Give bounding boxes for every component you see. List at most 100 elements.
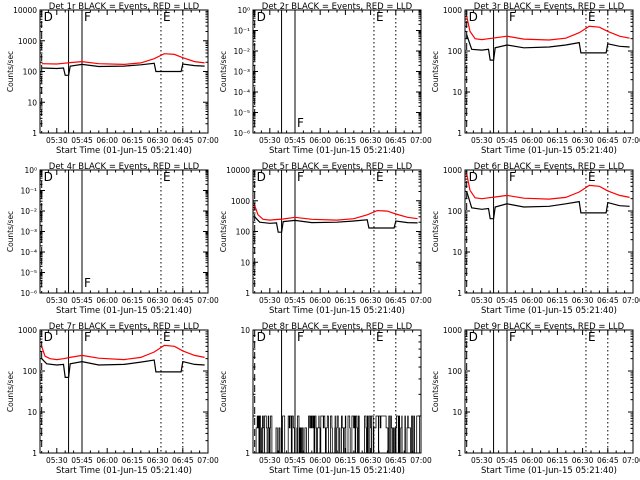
y-axis-label: Counts/sec [219,211,228,252]
x-axis-label: Start Time (01-Jun-15 05:21:40) [56,466,192,476]
x-tick-label: 06:30 [147,136,169,145]
marker-label-D: D [44,170,53,184]
marker-label-E: E [376,10,384,24]
detector-panel-2: Det 2r BLACK = Events, RED = LLD 10⁻⁶ 10⁻⁵… [219,2,432,156]
x-tick-label: 07:00 [197,136,219,145]
x-tick-label: 06:00 [309,456,331,465]
x-tick-label: 06:45 [172,296,194,305]
y-axis-label: Counts/sec [6,371,15,412]
series-lld-line [41,53,205,66]
x-tick-label: 06:15 [335,456,357,465]
x-tick-label: 05:30 [46,296,68,305]
marker-label-D: D [257,330,266,344]
x-tick-label: 05:45 [496,296,518,305]
x-tick-label: 07:00 [197,456,219,465]
y-tick-label: 1 [245,449,250,458]
y-tick-label: 100 [448,207,463,216]
marker-label-E: E [588,330,596,344]
y-axis-label: Counts/sec [6,211,15,252]
x-tick-label: 05:30 [471,136,493,145]
y-tick-label: 1000 [443,326,462,335]
x-tick-label: 06:00 [96,456,118,465]
series-events-line [41,62,205,76]
y-tick-label: 10 [27,98,37,107]
y-tick-label: 10 [240,326,250,335]
x-tick-label: 05:30 [259,136,281,145]
panel-title: Det 6r BLACK = Events, RED = LLD [474,162,625,172]
y-tick-label: 1000 [443,6,462,15]
marker-label-F: F [509,10,516,24]
x-tick-label: 06:30 [572,296,594,305]
marker-label-D: D [257,170,266,184]
marker-label-D: D [257,10,266,24]
y-tick-label: 100 [23,367,38,376]
x-tick-label: 06:30 [360,456,382,465]
detector-panel-5: Det 5r BLACK = Events, RED = LLD 1 10 100 10… [219,162,432,316]
y-tick-label: 1000 [18,326,37,335]
x-tick-label: 06:45 [385,296,407,305]
y-tick-label: 10⁻¹ [233,27,250,36]
x-axis-label: Start Time (01-Jun-15 05:21:40) [481,466,617,476]
y-tick-label: 10⁰ [24,166,37,175]
marker-label-D: D [469,330,478,344]
x-tick-label: 05:45 [71,296,93,305]
y-tick-label: 1 [32,129,37,138]
y-tick-label: 100 [23,68,38,77]
x-tick-label: 06:15 [122,456,144,465]
marker-label-F: F [84,330,91,344]
series-lld-line [466,173,630,200]
x-tick-label: 06:30 [572,136,594,145]
x-tick-label: 06:45 [172,136,194,145]
y-tick-label: 10⁻³ [20,228,37,237]
marker-label-D: D [44,330,53,344]
y-axis-label: Counts/sec [431,51,440,92]
x-tick-label: 05:45 [496,456,518,465]
x-tick-label: 06:00 [309,136,331,145]
series-lld-line [466,16,630,41]
panel-title: Det 8r BLACK = Events, RED = LLD [262,322,413,332]
marker-label-F: F [509,170,516,184]
y-tick-label: 10⁻⁵ [20,269,37,278]
x-tick-label: 07:00 [410,456,432,465]
marker-label-F: F [297,170,304,184]
marker-label-E: E [588,170,596,184]
y-tick-label: 100 [448,367,463,376]
y-tick-label: 1 [245,289,250,298]
x-tick-label: 05:45 [284,296,306,305]
y-tick-label: 10 [452,408,462,417]
y-tick-label: 10000 [13,6,37,15]
x-tick-label: 06:45 [385,136,407,145]
y-tick-label: 10⁻⁴ [20,248,37,257]
x-tick-label: 06:15 [547,296,569,305]
y-tick-label: 1 [457,449,462,458]
marker-label-E: E [163,170,171,184]
detector-panel-9: Det 9r BLACK = Events, RED = LLD 1 10 100 10… [431,322,640,476]
x-tick-label: 05:30 [46,136,68,145]
panel-title: Det 4r BLACK = Events, RED = LLD [49,162,200,172]
series-events-line [41,358,205,378]
y-tick-label: 1 [457,129,462,138]
y-axis-label: Counts/sec [431,211,440,252]
x-axis-label: Start Time (01-Jun-15 05:21:40) [56,306,192,316]
marker-label-E: E [376,170,384,184]
panel-title: Det 3r BLACK = Events, RED = LLD [474,2,625,12]
series-events-noise [254,415,422,454]
x-axis-label: Start Time (01-Jun-15 05:21:40) [56,146,192,156]
y-tick-label: 1 [32,449,37,458]
x-tick-label: 06:15 [335,136,357,145]
detector-panel-1: Det 1r BLACK = Events, RED = LLD 1 10 100 10… [6,2,219,156]
x-tick-label: 06:00 [521,136,543,145]
y-tick-label: 10⁻⁶ [20,289,37,298]
x-tick-label: 06:15 [547,136,569,145]
x-tick-label: 07:00 [197,296,219,305]
x-tick-label: 06:45 [597,136,619,145]
detector-panel-3: Det 3r BLACK = Events, RED = LLD 1 10 100 10… [431,2,640,156]
y-tick-label: 10 [240,258,250,267]
y-tick-label: 10⁻² [233,47,250,56]
series-events-line [466,191,630,220]
x-tick-label: 06:00 [309,296,331,305]
x-tick-label: 06:15 [122,296,144,305]
marker-label-F: F [297,116,304,130]
x-tick-label: 06:00 [96,296,118,305]
x-tick-label: 07:00 [622,296,640,305]
